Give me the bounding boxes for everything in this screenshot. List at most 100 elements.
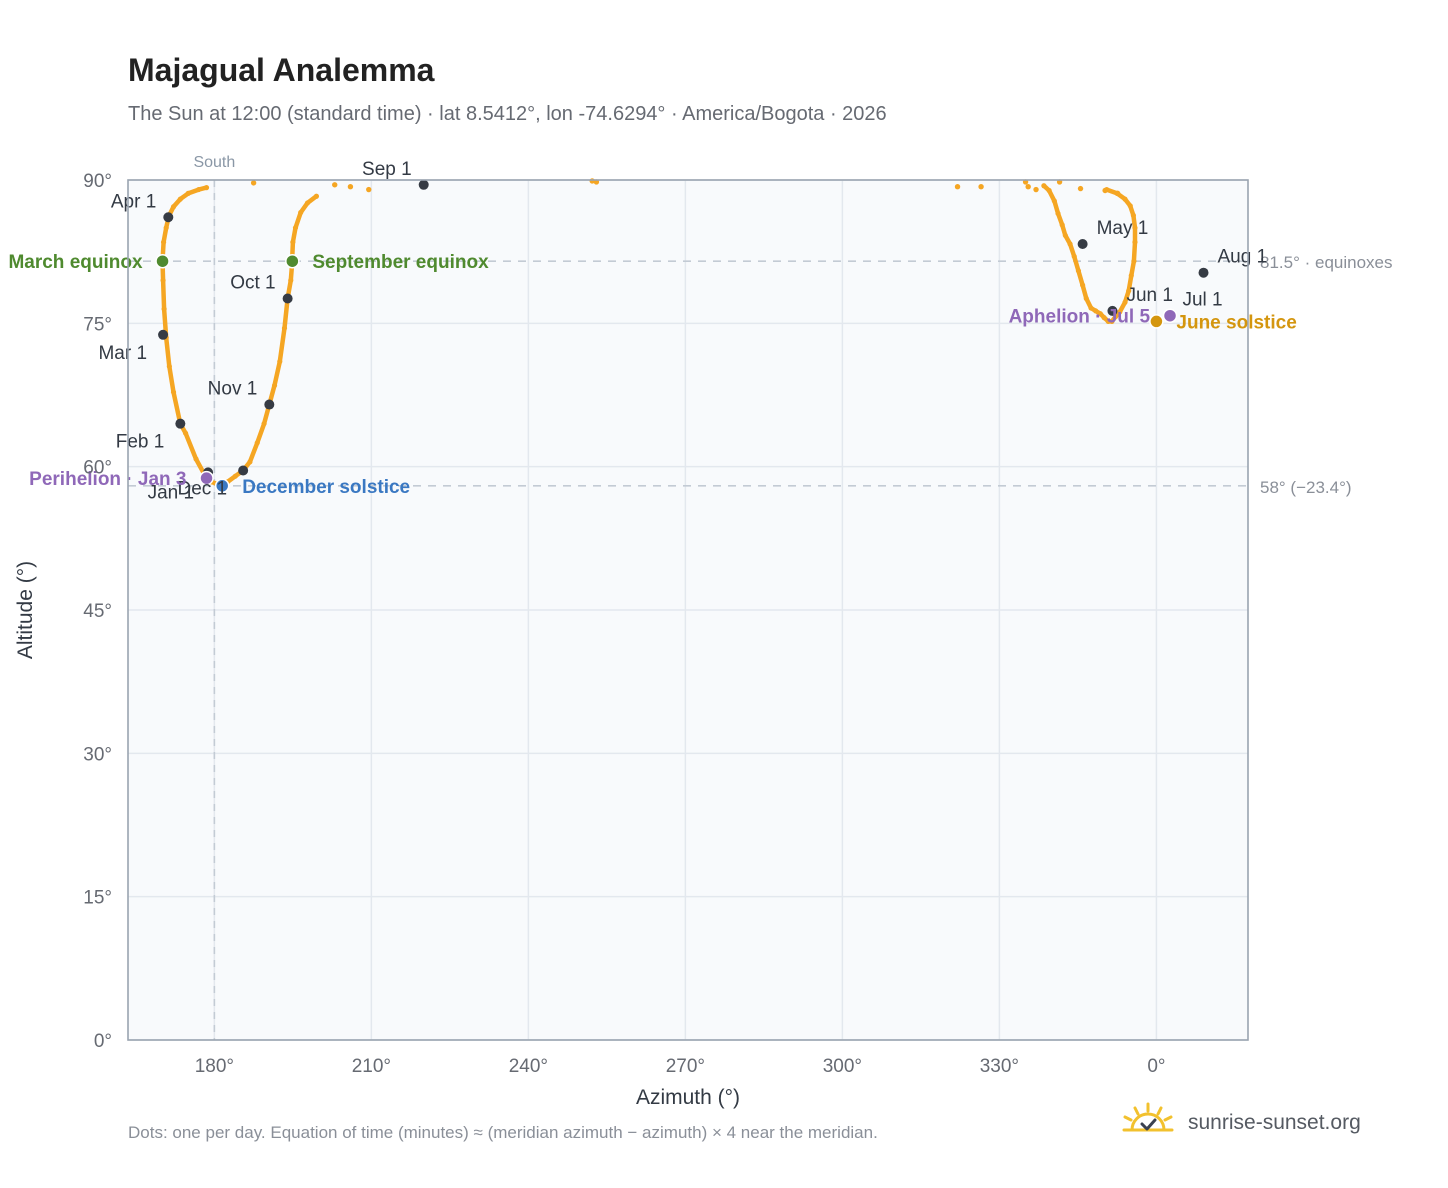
month-marker <box>1077 239 1088 250</box>
month-label: Apr 1 <box>111 191 156 212</box>
daily-dot <box>250 180 257 186</box>
x-tick-label: 180° <box>195 1056 234 1077</box>
daily-dot <box>1075 268 1082 274</box>
key-event-label: Aphelion · Jul 5 <box>1009 307 1151 328</box>
daily-dot <box>1132 239 1138 245</box>
daily-dot <box>304 200 311 206</box>
month-label: Sep 1 <box>362 159 412 180</box>
month-label: Oct 1 <box>230 272 275 293</box>
chart-title: Majagual Analemma <box>128 52 435 88</box>
x-tick-label: 0° <box>1147 1056 1165 1077</box>
daily-dot <box>261 421 267 427</box>
daily-dot <box>1033 186 1039 193</box>
key-event-marker <box>155 253 170 269</box>
daily-dot <box>332 182 338 188</box>
daily-dot <box>1071 253 1077 260</box>
daily-dot <box>298 209 304 216</box>
daily-dot <box>1131 258 1137 264</box>
daily-dot <box>1132 225 1138 231</box>
month-label: Dec 1 <box>177 478 227 499</box>
daily-dot <box>1059 222 1065 228</box>
daily-dot <box>1046 187 1052 194</box>
daily-dot <box>1117 309 1123 315</box>
daily-dot <box>1128 272 1134 279</box>
key-event-label: June solstice <box>1176 312 1296 333</box>
daily-dot <box>193 456 199 462</box>
month-marker <box>264 399 275 410</box>
key-event-label: Perihelion · Jan 3 <box>29 469 186 490</box>
month-marker <box>1198 267 1209 278</box>
daily-dot <box>203 185 210 191</box>
key-event-marker <box>1162 308 1178 323</box>
month-marker <box>1107 305 1118 316</box>
y-tick-label: 60° <box>83 458 112 479</box>
brand-link[interactable]: sunrise-sunset.org <box>1118 1100 1361 1146</box>
daily-dot <box>170 389 177 395</box>
key-event-label: December solstice <box>242 477 410 498</box>
reference-line-label: 81.5° · equinoxes <box>1260 253 1393 272</box>
daily-dot <box>1062 232 1068 239</box>
chart-footnote: Dots: one per day. Equation of time (min… <box>128 1123 878 1142</box>
key-event-label: September equinox <box>312 252 489 273</box>
daily-dot <box>978 183 984 190</box>
month-marker <box>175 418 186 429</box>
month-marker <box>163 212 174 223</box>
month-marker <box>282 293 293 304</box>
daily-dot <box>254 440 260 446</box>
meridian-label: South <box>193 154 235 171</box>
daily-dot <box>1083 295 1089 302</box>
daily-dot <box>1109 318 1115 325</box>
month-marker <box>418 179 429 190</box>
daily-dot <box>1041 183 1047 189</box>
month-marker <box>238 465 249 476</box>
daily-dot <box>1093 308 1099 314</box>
daily-dot <box>170 204 177 210</box>
x-axis-title: Azimuth (°) <box>636 1086 740 1109</box>
daily-dot <box>1126 288 1132 294</box>
daily-dot <box>166 363 172 369</box>
daily-dot <box>1105 318 1111 325</box>
daily-dot <box>1122 299 1128 305</box>
x-tick-label: 210° <box>352 1056 391 1077</box>
daily-dot <box>1088 305 1094 311</box>
y-tick-label: 30° <box>83 744 112 765</box>
daily-dot <box>247 459 253 465</box>
daily-dot <box>1122 196 1128 202</box>
y-tick-label: 75° <box>83 314 112 335</box>
month-label: Mar 1 <box>98 343 147 364</box>
daily-dot <box>290 239 296 245</box>
daily-dot <box>1101 315 1107 321</box>
month-label: Jul 1 <box>1182 290 1222 311</box>
daily-dot <box>160 239 167 245</box>
month-label: Jan 1 <box>148 482 194 503</box>
key-event-marker <box>214 478 230 494</box>
daily-dot <box>1080 282 1086 288</box>
x-tick-label: 300° <box>823 1056 862 1077</box>
daily-dot <box>271 382 278 389</box>
daily-dot <box>1127 203 1133 209</box>
key-event-marker <box>285 253 300 269</box>
daily-dot <box>1102 187 1108 194</box>
y-tick-label: 15° <box>83 888 112 909</box>
daily-dot <box>161 306 167 312</box>
daily-dot <box>288 277 294 283</box>
daily-dot <box>1025 183 1031 190</box>
y-tick-label: 0° <box>94 1031 112 1052</box>
plot-frame <box>127 179 1249 1041</box>
daily-dot <box>182 430 189 436</box>
daily-dot <box>1097 311 1104 317</box>
y-tick-label: 90° <box>83 171 112 192</box>
sunrise-logo-icon <box>1122 1102 1174 1132</box>
daily-dot <box>954 183 961 190</box>
daily-dot <box>163 225 169 231</box>
daily-dot <box>366 186 372 193</box>
daily-dot <box>1067 241 1073 247</box>
month-label: Feb 1 <box>116 432 165 453</box>
daily-dot <box>160 277 166 283</box>
daily-dot <box>1055 210 1061 217</box>
key-event-label: March equinox <box>8 252 143 273</box>
reference-line-label: 58° (−23.4°) <box>1260 478 1352 497</box>
daily-dot <box>1051 198 1057 204</box>
x-tick-label: 240° <box>509 1056 548 1077</box>
